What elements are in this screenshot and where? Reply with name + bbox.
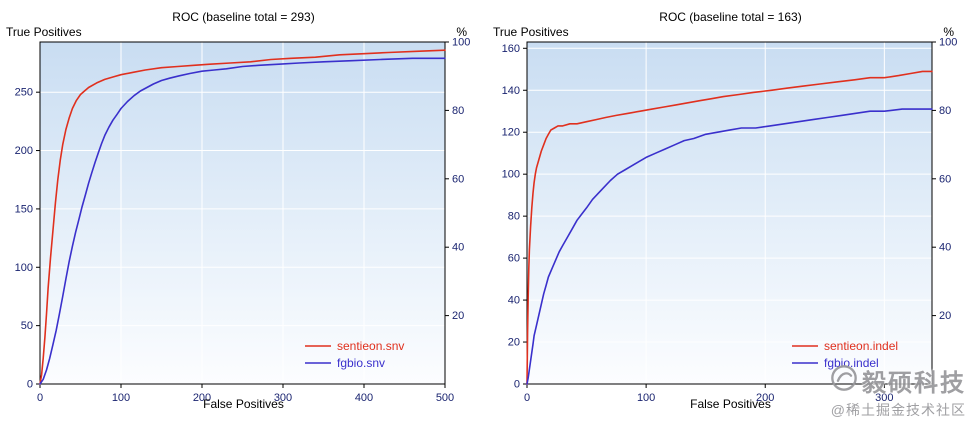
svg-text:100: 100 <box>502 169 520 181</box>
svg-text:300: 300 <box>274 392 292 404</box>
chart-title: ROC (baseline total = 163) <box>659 10 802 24</box>
svg-text:fgbio.snv: fgbio.snv <box>337 356 385 370</box>
svg-text:100: 100 <box>452 37 470 49</box>
svg-text:20: 20 <box>452 310 464 322</box>
svg-text:0: 0 <box>514 379 520 391</box>
svg-text:80: 80 <box>508 211 520 223</box>
svg-text:40: 40 <box>452 242 464 254</box>
svg-text:0: 0 <box>27 379 33 391</box>
svg-text:20: 20 <box>939 310 951 322</box>
roc-panel-snv: ROC (baseline total = 293) True Positive… <box>6 10 471 411</box>
svg-text:100: 100 <box>637 392 655 404</box>
roc-plot-snv: 0 100 200 300 400 500 0 50 100 150 200 250 20 40 60 80 1… <box>15 37 471 405</box>
svg-text:60: 60 <box>452 173 464 185</box>
svg-text:200: 200 <box>15 145 33 157</box>
svg-text:200: 200 <box>756 392 774 404</box>
svg-text:60: 60 <box>939 173 951 185</box>
svg-text:50: 50 <box>21 320 33 332</box>
svg-text:100: 100 <box>15 262 33 274</box>
svg-text:250: 250 <box>15 87 33 99</box>
svg-text:140: 140 <box>502 85 520 97</box>
svg-text:100: 100 <box>939 37 957 49</box>
x-axis-label: False Positives <box>203 397 284 411</box>
watermark-brand: 毅硕科技 <box>862 370 966 397</box>
svg-text:400: 400 <box>355 392 373 404</box>
watermark-logo-icon <box>830 364 858 397</box>
svg-text:500: 500 <box>436 392 454 404</box>
svg-text:60: 60 <box>508 253 520 265</box>
svg-text:fgbio.indel: fgbio.indel <box>824 356 879 370</box>
y-axis-label: True Positives <box>6 25 82 39</box>
svg-text:300: 300 <box>875 392 893 404</box>
svg-text:40: 40 <box>939 242 951 254</box>
roc-panel-indel: ROC (baseline total = 163) True Positive… <box>487 0 974 424</box>
svg-text:160: 160 <box>502 43 520 55</box>
watermark-handle: @稀土掘金技术社区 <box>830 402 966 418</box>
chart-title: ROC (baseline total = 293) <box>172 10 315 24</box>
svg-text:0: 0 <box>524 392 530 404</box>
svg-text:150: 150 <box>15 203 33 215</box>
svg-text:100: 100 <box>112 392 130 404</box>
svg-text:40: 40 <box>508 295 520 307</box>
svg-text:sentieon.indel: sentieon.indel <box>824 339 898 353</box>
watermark: 毅硕科技 @稀土掘金技术社区 <box>830 363 966 420</box>
roc-plot-indel: 0 100 200 300 0 20 40 60 80 100 120 140 160 20 40 60 80 1… <box>502 37 958 405</box>
svg-text:20: 20 <box>508 337 520 349</box>
percent-axis-label: % <box>943 25 954 39</box>
svg-text:120: 120 <box>502 127 520 139</box>
svg-text:200: 200 <box>193 392 211 404</box>
svg-text:80: 80 <box>452 105 464 117</box>
svg-text:sentieon.snv: sentieon.snv <box>337 339 404 353</box>
y-axis-label: True Positives <box>493 25 569 39</box>
percent-axis-label: % <box>456 25 467 39</box>
x-axis-label: False Positives <box>690 397 771 411</box>
svg-text:0: 0 <box>37 392 43 404</box>
svg-text:80: 80 <box>939 105 951 117</box>
